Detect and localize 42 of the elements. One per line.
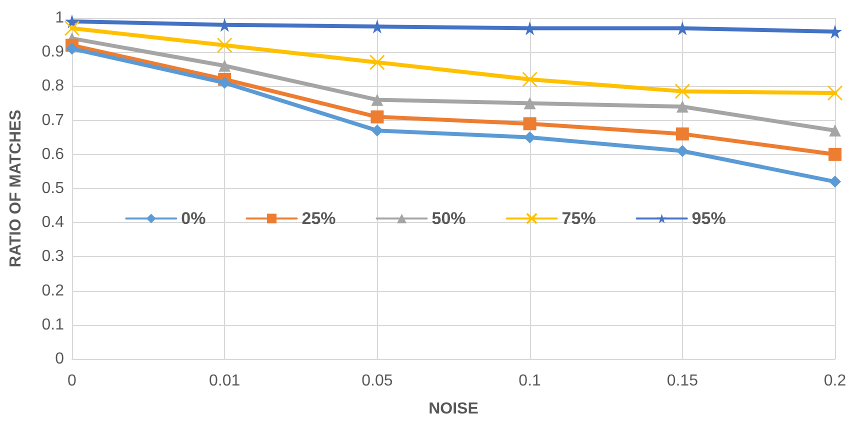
point bbox=[218, 60, 231, 72]
y-tick-label: 0.7 bbox=[42, 112, 64, 129]
point bbox=[216, 38, 232, 54]
legend-label: 50% bbox=[432, 209, 466, 228]
y-tick-label: 0.4 bbox=[42, 214, 64, 232]
x-axis-title: NOISE bbox=[428, 400, 479, 418]
point bbox=[522, 72, 538, 88]
point bbox=[829, 124, 841, 137]
legend-label: 95% bbox=[692, 209, 726, 228]
point bbox=[676, 127, 689, 140]
y-tick-label: 0.3 bbox=[42, 248, 64, 266]
legend-label: 75% bbox=[562, 209, 596, 228]
x-tick-label: 0.1 bbox=[518, 372, 542, 390]
x-tick-label: 0.15 bbox=[666, 372, 698, 390]
point bbox=[371, 94, 384, 106]
x-tick-label: 0 bbox=[68, 372, 77, 390]
y-tick-label: 0.6 bbox=[42, 146, 64, 163]
point bbox=[524, 97, 536, 110]
y-tick-label: 0.8 bbox=[42, 78, 64, 95]
point bbox=[64, 20, 80, 36]
y-axis-title: RATIO OF MATCHES bbox=[8, 109, 24, 268]
y-tick-label: 0 bbox=[55, 350, 64, 368]
point bbox=[66, 42, 78, 55]
point bbox=[829, 176, 841, 188]
x-tick-label: 0.2 bbox=[824, 372, 846, 390]
point bbox=[369, 54, 385, 70]
y-tick-label: 1 bbox=[55, 10, 64, 26]
point bbox=[370, 110, 384, 124]
point bbox=[827, 85, 843, 101]
y-tick-label: 0.9 bbox=[42, 44, 64, 61]
x-tick-label: 0.05 bbox=[362, 372, 393, 390]
y-tick-label: 0.5 bbox=[42, 180, 64, 197]
point bbox=[828, 148, 842, 161]
x-tick-label: 0.01 bbox=[209, 372, 240, 390]
legend-label: 0% bbox=[181, 209, 206, 228]
legend-label: 25% bbox=[302, 209, 336, 228]
point bbox=[523, 117, 536, 130]
point bbox=[218, 76, 231, 89]
y-tick-label: 0.1 bbox=[42, 316, 64, 334]
point bbox=[676, 100, 688, 113]
y-tick-label: 0.2 bbox=[42, 282, 64, 300]
point bbox=[674, 84, 690, 100]
